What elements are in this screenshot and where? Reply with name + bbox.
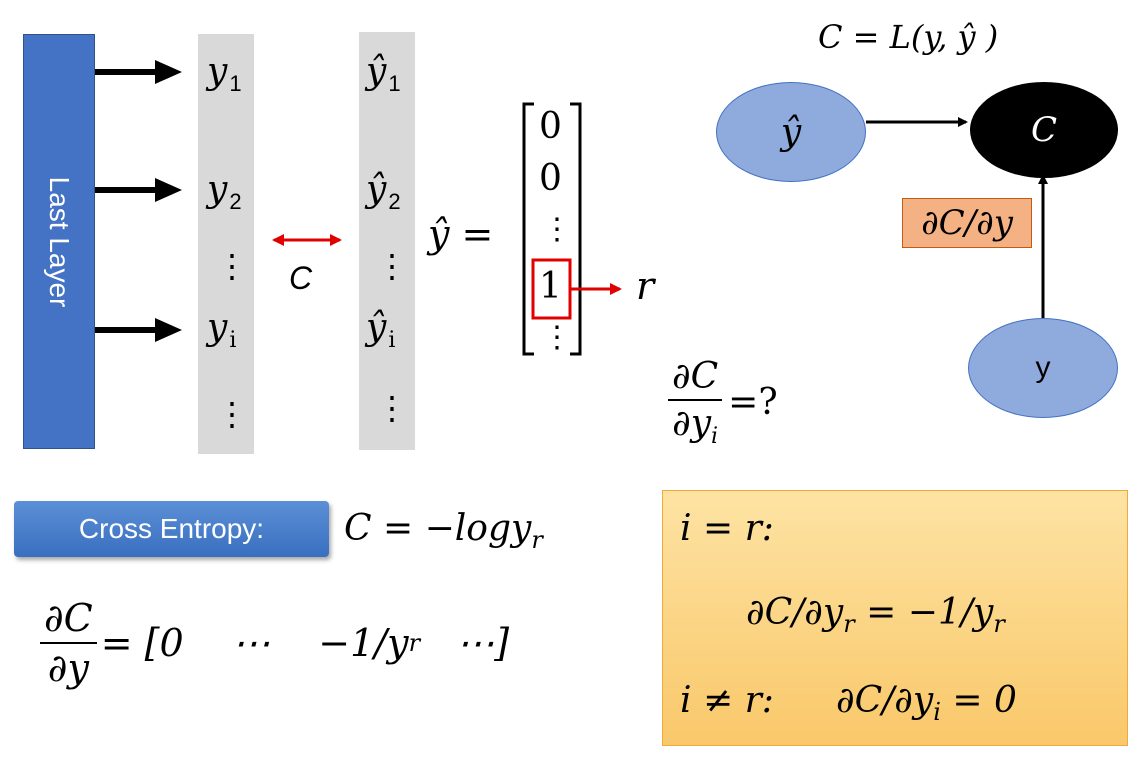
gradient-rhs: = [0 ⋯ −1/y (100, 621, 409, 665)
output-column (198, 34, 254, 454)
question-denominator: ∂yi (672, 401, 718, 449)
last-layer-label: Last Layer (44, 176, 75, 308)
target-vector-brackets (522, 102, 582, 356)
output-yi-subscript: i (229, 328, 237, 353)
case-notequal-result-subscript: i (933, 698, 941, 726)
gradient-rhs-subscript: r (408, 629, 421, 657)
target-vector-entry-1: 0 (539, 106, 562, 147)
target-vector-lhs: ŷ = (428, 212, 494, 256)
cross-entropy-formula: C = −logyr (344, 508, 543, 554)
output-yi: yi (207, 310, 236, 352)
target-yhat1: ŷ1 (366, 54, 401, 95)
output-vdots-1: ⋮ (216, 247, 248, 285)
target-vector-entry-3: ⋮ (542, 212, 572, 247)
target-vector-entry-5: ⋮ (542, 320, 572, 355)
gradient-fraction: ∂C ∂y (40, 596, 97, 690)
target-yhati: ŷi (366, 310, 395, 352)
question-fraction: ∂C ∂yi (668, 356, 723, 449)
case-notequal-result-tail: = 0 (940, 680, 1017, 721)
graph-node-yhat: ŷ (716, 82, 866, 182)
cost-label: C (289, 260, 313, 296)
output-y1: y1 (207, 54, 242, 95)
output-arrow-2 (95, 178, 182, 202)
gradient-rhs-tail: ⋯] (420, 621, 510, 665)
target-vdots-1: ⋮ (376, 247, 408, 285)
output-arrow-i (95, 318, 182, 342)
output-y2-subscript: 2 (229, 189, 242, 214)
case-equal-result-tail: = −1/y (854, 592, 994, 633)
output-yi-symbol: y (207, 307, 228, 348)
question-numerator: ∂C (668, 356, 723, 401)
gradient-denominator: ∂y (47, 646, 89, 690)
case-equal-result: ∂C/∂yr = −1/yr (746, 592, 1005, 638)
question-denominator-symbol: ∂y (672, 403, 712, 444)
case-equal-result-tail-subscript: r (993, 610, 1005, 638)
question-denominator-subscript: i (711, 424, 719, 449)
output-vdots-2: ⋮ (216, 395, 248, 433)
case-notequal-result-text: ∂C/∂y (836, 680, 934, 721)
case-notequal-result: ∂C/∂yi = 0 (836, 680, 1017, 726)
graph-edge-label: ∂C/∂y (902, 198, 1032, 248)
last-layer-bar (23, 34, 95, 449)
graph-node-c: C (970, 82, 1118, 178)
cross-entropy-formula-text: C = −logy (344, 508, 532, 549)
cases-box (662, 490, 1128, 746)
gradient-formula: ∂C ∂y = [0 ⋯ −1/y r ⋯] (40, 596, 509, 690)
target-yhat2-subscript: 2 (388, 189, 401, 214)
index-label: r (636, 264, 655, 308)
target-column (359, 32, 415, 450)
target-vector-entry-4: 1 (539, 266, 562, 307)
case-equal-condition: i = r: (680, 508, 774, 549)
cross-entropy-label: Cross Entropy: (14, 501, 329, 557)
case-equal-result-subscript: r (843, 610, 855, 638)
target-vector-entry-2: 0 (539, 158, 562, 199)
target-yhati-symbol: ŷ (366, 307, 387, 348)
output-y2-symbol: y (207, 169, 228, 210)
target-yhat1-symbol: ŷ (366, 51, 387, 92)
output-y1-symbol: y (207, 51, 228, 92)
question-rhs: =? (728, 382, 778, 423)
target-yhat1-subscript: 1 (388, 71, 401, 96)
target-yhat2: ŷ2 (366, 172, 401, 213)
output-y1-subscript: 1 (229, 71, 242, 96)
case-notequal-condition: i ≠ r: (680, 680, 774, 721)
question-formula: ∂C ∂yi =? (668, 356, 778, 449)
target-yhat2-symbol: ŷ (366, 169, 387, 210)
graph-equation: C = L(y, ŷ ) (818, 18, 999, 56)
target-yhati-subscript: i (388, 328, 396, 353)
output-y2: y2 (207, 172, 242, 213)
cross-entropy-formula-subscript: r (531, 526, 543, 554)
gradient-numerator: ∂C (40, 596, 97, 644)
graph-node-y: y (968, 318, 1118, 418)
case-equal-result-text: ∂C/∂y (746, 592, 844, 633)
output-arrow-1 (95, 60, 182, 84)
target-vdots-2: ⋮ (376, 389, 408, 427)
